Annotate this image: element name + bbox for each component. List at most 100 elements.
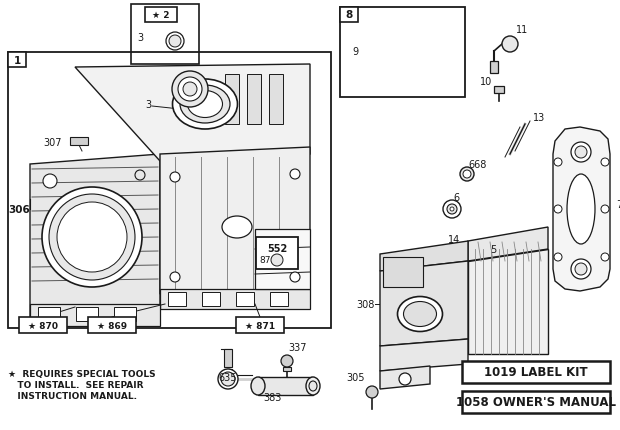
Circle shape (571, 259, 591, 280)
Bar (8, 53, 26, 68)
Bar (145, 8, 177, 23)
Bar (258, 377, 313, 395)
Circle shape (281, 355, 293, 367)
Text: 11: 11 (516, 25, 528, 35)
Circle shape (178, 78, 202, 102)
Circle shape (554, 206, 562, 214)
Polygon shape (160, 147, 310, 294)
Text: 552: 552 (267, 243, 287, 253)
Ellipse shape (309, 381, 317, 391)
Circle shape (159, 26, 191, 58)
Bar (236, 317, 284, 333)
Bar (236, 292, 254, 306)
Text: 668: 668 (468, 160, 486, 169)
Polygon shape (380, 366, 430, 389)
Circle shape (460, 168, 474, 181)
Circle shape (218, 369, 238, 389)
Bar (160, 289, 310, 309)
Polygon shape (380, 261, 468, 346)
Circle shape (169, 36, 181, 48)
Ellipse shape (187, 91, 223, 118)
Polygon shape (553, 128, 610, 291)
Circle shape (49, 194, 135, 280)
Bar (247, 75, 261, 125)
Circle shape (290, 169, 300, 180)
Circle shape (135, 171, 145, 181)
Bar (30, 304, 160, 326)
Ellipse shape (404, 302, 436, 327)
Circle shape (399, 373, 411, 385)
Bar (283, 367, 291, 371)
Text: 87: 87 (259, 256, 271, 265)
Circle shape (183, 83, 197, 97)
Text: 5: 5 (490, 244, 496, 255)
Circle shape (57, 203, 127, 272)
Circle shape (502, 37, 518, 53)
Bar (256, 237, 298, 269)
Text: 6: 6 (453, 193, 459, 203)
Circle shape (554, 159, 562, 166)
Circle shape (601, 159, 609, 166)
Ellipse shape (306, 377, 320, 395)
Text: 10: 10 (480, 77, 492, 87)
Bar (269, 75, 283, 125)
Text: TO INSTALL.  SEE REPAIR: TO INSTALL. SEE REPAIR (8, 380, 143, 389)
Text: 383: 383 (263, 392, 281, 402)
Circle shape (43, 175, 57, 189)
Circle shape (366, 386, 378, 398)
Circle shape (221, 372, 235, 386)
Ellipse shape (180, 86, 230, 124)
Circle shape (601, 206, 609, 214)
Polygon shape (75, 65, 310, 162)
Ellipse shape (222, 216, 252, 239)
Polygon shape (30, 155, 160, 317)
Text: 1058 OWNER'S MANUAL: 1058 OWNER'S MANUAL (456, 396, 616, 408)
Bar (458, 247, 466, 252)
Bar (202, 292, 220, 306)
Bar (114, 307, 136, 321)
Text: ★  REQUIRES SPECIAL TOOLS: ★ REQUIRES SPECIAL TOOLS (8, 369, 156, 378)
Bar (70, 138, 88, 146)
Text: 14: 14 (448, 234, 460, 244)
Text: ★ 871: ★ 871 (245, 321, 275, 330)
Bar (270, 292, 288, 306)
Ellipse shape (251, 377, 265, 395)
Bar (76, 307, 98, 321)
Bar (224, 349, 232, 367)
Bar (131, 5, 199, 65)
Text: INSTRUCTION MANUAL.: INSTRUCTION MANUAL. (8, 391, 137, 400)
Circle shape (170, 272, 180, 283)
Circle shape (447, 205, 457, 215)
Text: 635: 635 (218, 372, 236, 382)
Bar (340, 8, 465, 98)
Bar (340, 8, 358, 23)
Text: 308: 308 (356, 299, 375, 309)
Circle shape (166, 33, 184, 51)
Bar (8, 53, 331, 328)
Circle shape (172, 72, 208, 108)
Circle shape (575, 147, 587, 159)
Text: 8: 8 (345, 10, 353, 21)
Circle shape (575, 264, 587, 275)
Polygon shape (468, 227, 548, 261)
Text: ★ 2: ★ 2 (153, 11, 170, 20)
Circle shape (450, 208, 454, 212)
Text: eReplacementParts.com: eReplacementParts.com (157, 216, 283, 227)
Bar (38, 307, 60, 321)
Circle shape (554, 253, 562, 261)
Polygon shape (360, 20, 392, 85)
Bar (383, 258, 423, 287)
Bar (168, 292, 186, 306)
Circle shape (271, 255, 283, 266)
Bar (462, 361, 610, 383)
Text: 9: 9 (352, 47, 358, 57)
Ellipse shape (397, 297, 443, 332)
Text: ★ 869: ★ 869 (97, 321, 127, 330)
Text: 305: 305 (347, 372, 365, 382)
Polygon shape (393, 18, 434, 85)
Bar (88, 317, 136, 333)
Ellipse shape (172, 80, 237, 130)
Circle shape (463, 171, 471, 178)
Circle shape (170, 172, 180, 183)
Text: 3: 3 (137, 33, 143, 43)
